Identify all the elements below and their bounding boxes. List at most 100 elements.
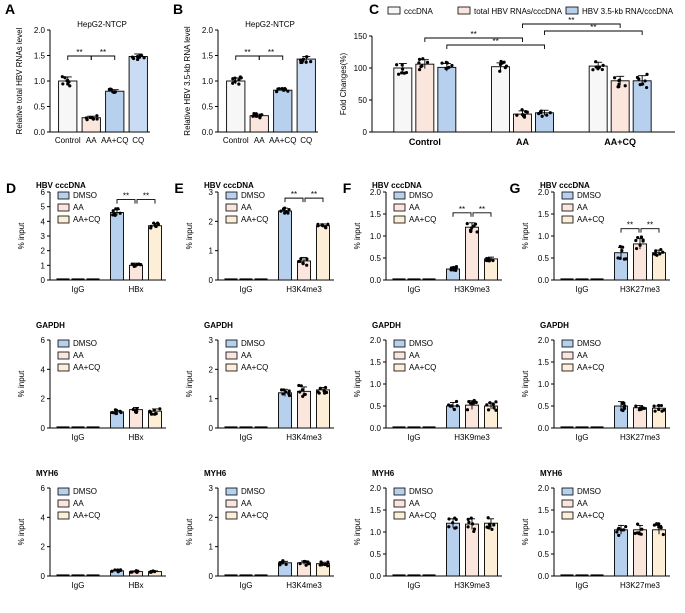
data-dot: [447, 517, 451, 521]
panel-title: HepG2-NTCP: [245, 20, 295, 29]
y-tick-label: 0.0: [538, 424, 550, 433]
data-dot: [624, 525, 628, 529]
data-dot: [326, 564, 330, 568]
data-dot: [417, 67, 422, 72]
x-tick-label: H3K9me3: [454, 433, 490, 442]
legend-swatch: [561, 215, 574, 224]
significance-bracket: [304, 197, 324, 203]
y-tick-label: 3: [209, 484, 214, 493]
panel-B: B HepG2-NTCP Relative HBV 3.5-kb RNA level…: [173, 1, 318, 145]
legend-label: AA: [73, 203, 84, 212]
legend-label: AA+CQ: [73, 215, 100, 224]
panel-letter: B: [173, 1, 183, 17]
data-dot: [472, 224, 476, 228]
bar: [446, 522, 460, 577]
y-axis-label: % input: [17, 370, 26, 397]
legend-swatch: [225, 191, 238, 200]
legend-swatch: [57, 191, 70, 200]
data-dot: [300, 388, 304, 392]
data-dot: [454, 517, 458, 522]
data-dot: [324, 226, 328, 230]
data-dot: [110, 410, 114, 415]
legend-swatch: [393, 351, 406, 360]
data-dot: [636, 235, 640, 240]
chip-row-2: MYH6 % input 0.0 0.5 1.0 1.5 2.0 DMSO AA AA+CQ IgG…: [353, 469, 502, 590]
panel-C: C Fold Changes(%) 0 50 100 150 cccDNA total HBV…: [339, 1, 675, 147]
gene-label: GAPDH: [36, 321, 65, 330]
data-dot: [444, 60, 448, 64]
bar: [316, 389, 330, 429]
data-dot: [319, 560, 323, 564]
bar: [632, 80, 652, 133]
y-tick-label: 2.0: [538, 336, 550, 345]
data-dot: [657, 522, 661, 526]
x-tick-label: AA+CQ: [604, 137, 636, 147]
significance-label: **: [479, 205, 485, 214]
x-tick-label: H3K27me3: [620, 433, 661, 442]
data-dot: [113, 568, 117, 572]
gene-label: HBV cccDNA: [372, 181, 422, 190]
data-dot: [470, 522, 475, 526]
data-dot: [451, 521, 455, 525]
data-dot: [520, 112, 525, 117]
y-axis-label: Relative HBV 3.5-kb RNA level: [183, 26, 192, 136]
legend-swatch: [57, 487, 70, 496]
data-dot: [84, 116, 88, 120]
legend-swatch: [57, 499, 70, 508]
x-tick-label: HBx: [128, 285, 143, 294]
x-tick-label: H3K9me3: [454, 285, 490, 294]
y-tick-label: 1.0: [202, 77, 214, 86]
y-tick-label: 1.0: [370, 380, 382, 389]
data-dot: [659, 247, 663, 252]
y-tick-label: 1.5: [370, 358, 382, 367]
data-dot: [135, 54, 140, 59]
data-dot: [113, 213, 117, 217]
significance-bracket: [116, 199, 136, 204]
data-dot: [305, 55, 309, 59]
data-dot: [305, 257, 309, 261]
legend-swatch: [225, 511, 238, 520]
bar: [316, 225, 330, 281]
significance-bracket: [452, 212, 472, 217]
data-dot: [454, 399, 459, 404]
y-tick-label: 1.5: [538, 358, 550, 367]
data-dot: [486, 408, 491, 412]
data-dot: [130, 262, 134, 266]
bar: [588, 65, 608, 133]
legend-label: DMSO: [241, 487, 265, 496]
data-dot: [616, 527, 620, 531]
data-dot: [486, 516, 490, 520]
data-dot: [638, 243, 642, 247]
data-dot: [466, 517, 470, 521]
significance-label: **: [590, 23, 596, 32]
legend-swatch: [57, 511, 70, 520]
y-axis-label: % input: [17, 518, 26, 545]
legend-label: HBV 3.5-kb RNA/cccDNA: [582, 7, 674, 16]
legend-swatch: [561, 487, 574, 496]
data-dot: [231, 81, 235, 85]
y-axis-label: % input: [353, 370, 362, 397]
significance-bracket: [136, 199, 156, 204]
legend-label: AA: [577, 499, 588, 508]
y-tick-label: 5: [41, 203, 46, 212]
data-dot: [395, 63, 399, 67]
data-dot: [653, 252, 657, 256]
gene-label: MYH6: [36, 469, 59, 478]
data-dot: [158, 407, 162, 411]
data-dot: [417, 57, 422, 61]
y-tick-label: 0.0: [34, 128, 46, 137]
bar: [614, 529, 628, 577]
data-dot: [118, 211, 122, 215]
x-tick-label: IgG: [72, 581, 85, 590]
significance-label: **: [268, 48, 274, 57]
data-dot: [640, 527, 644, 531]
y-tick-label: 0.0: [538, 276, 550, 285]
legend-label: AA+CQ: [241, 363, 268, 372]
y-tick-label: 0: [41, 424, 46, 433]
legend-label: DMSO: [73, 339, 97, 348]
gene-label: HBV cccDNA: [540, 181, 590, 190]
data-dot: [421, 57, 425, 61]
data-dot: [298, 562, 302, 566]
data-dot: [613, 76, 617, 80]
bar: [652, 252, 666, 281]
